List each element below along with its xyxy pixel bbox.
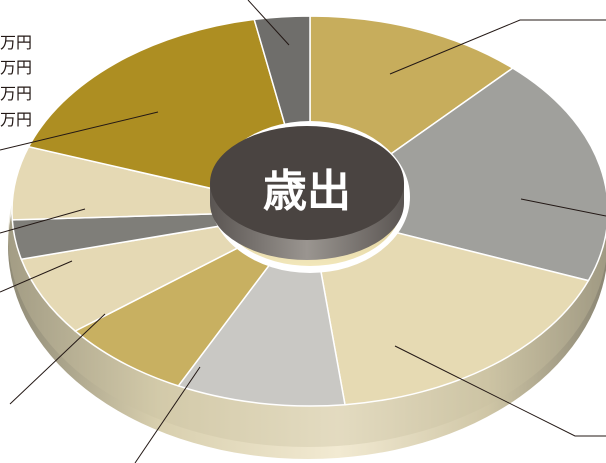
leader-line <box>520 198 606 217</box>
chart-title: 歳出 <box>263 166 351 217</box>
leader-line <box>0 111 159 151</box>
legend-label-1: 万円 <box>0 33 33 52</box>
center-cap-top <box>210 126 404 240</box>
legend-label-3: 万円 <box>0 84 33 103</box>
leader-line <box>9 313 106 405</box>
legend-label-2: 万円 <box>0 58 33 77</box>
pie-slice <box>309 209 590 406</box>
leader-line <box>394 345 606 437</box>
leader-line <box>247 0 290 46</box>
leader-line <box>389 19 606 75</box>
legend-label-4: 万円 <box>0 110 33 129</box>
leader-line <box>0 260 73 293</box>
leader-line <box>0 208 86 234</box>
leader-line <box>134 366 201 463</box>
